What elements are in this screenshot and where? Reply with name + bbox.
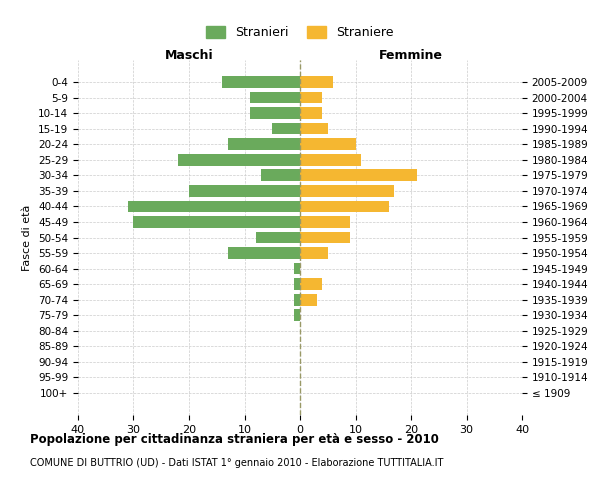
Bar <box>250 107 300 119</box>
Y-axis label: Fasce di età: Fasce di età <box>22 204 32 270</box>
Bar <box>295 294 300 306</box>
Y-axis label: Anni di nascita: Anni di nascita <box>597 196 600 279</box>
Bar <box>222 76 300 88</box>
Bar <box>133 216 300 228</box>
Bar <box>300 294 317 306</box>
Bar <box>300 247 328 259</box>
Bar <box>189 185 300 196</box>
Bar <box>261 170 300 181</box>
Bar <box>295 263 300 274</box>
Bar <box>300 76 334 88</box>
Bar <box>178 154 300 166</box>
Bar <box>256 232 300 243</box>
Text: Femmine: Femmine <box>379 48 443 62</box>
Bar <box>250 92 300 104</box>
Bar <box>300 232 350 243</box>
Bar <box>295 278 300 290</box>
Bar <box>300 216 350 228</box>
Bar <box>300 107 322 119</box>
Bar <box>128 200 300 212</box>
Text: Popolazione per cittadinanza straniera per età e sesso - 2010: Popolazione per cittadinanza straniera p… <box>30 432 439 446</box>
Text: Maschi: Maschi <box>164 48 214 62</box>
Bar <box>300 123 328 134</box>
Bar <box>300 138 355 150</box>
Bar <box>272 123 300 134</box>
Bar <box>295 310 300 321</box>
Bar <box>228 138 300 150</box>
Bar <box>228 247 300 259</box>
Bar <box>300 92 322 104</box>
Bar <box>300 154 361 166</box>
Bar <box>300 200 389 212</box>
Legend: Stranieri, Straniere: Stranieri, Straniere <box>202 21 398 44</box>
Text: COMUNE DI BUTTRIO (UD) - Dati ISTAT 1° gennaio 2010 - Elaborazione TUTTITALIA.IT: COMUNE DI BUTTRIO (UD) - Dati ISTAT 1° g… <box>30 458 443 468</box>
Bar <box>300 185 394 196</box>
Bar <box>300 278 322 290</box>
Bar <box>300 170 416 181</box>
